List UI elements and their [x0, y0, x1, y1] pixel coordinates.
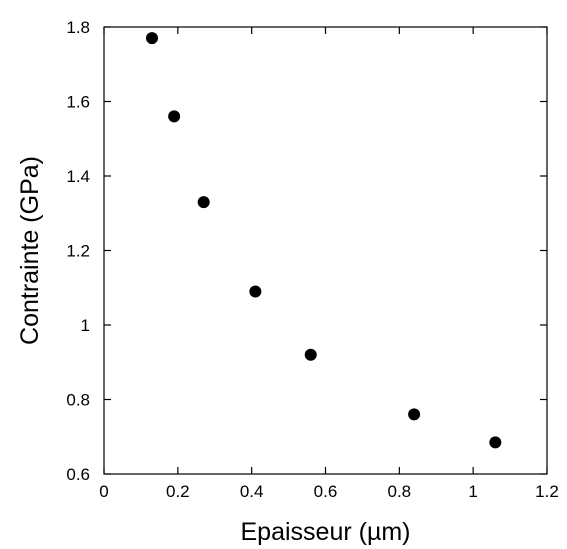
y-tick-label: 0.6: [66, 465, 90, 484]
y-tick-label: 1.4: [66, 167, 90, 186]
data-point: [304, 348, 317, 361]
y-tick-label: 1.2: [66, 242, 90, 261]
x-tick-label: 0.2: [166, 482, 190, 501]
data-point: [408, 408, 421, 421]
x-tick-label: 0.6: [314, 482, 338, 501]
data-point: [197, 196, 210, 209]
data-point: [249, 285, 262, 298]
y-axis-title: Contrainte (GPa): [16, 156, 44, 345]
x-tick-label: 0.4: [240, 482, 264, 501]
x-tick-label: 0: [99, 482, 108, 501]
y-tick-label: 1.8: [66, 18, 90, 37]
y-tick-label: 0.8: [66, 391, 90, 410]
x-tick-label: 1: [468, 482, 477, 501]
y-tick-label: 1: [81, 316, 90, 335]
x-tick-label: 1.2: [535, 482, 559, 501]
x-tick-label: 0.8: [388, 482, 412, 501]
y-axis-ticks: 0.6 0.8 1 1.2 1.4 1.6 1.8: [66, 18, 547, 484]
data-point: [489, 436, 502, 449]
data-point: [168, 110, 181, 123]
data-point: [145, 32, 158, 45]
y-tick-label: 1.6: [66, 93, 90, 112]
plot-frame: [103, 26, 548, 475]
x-axis-title: Epaisseur (µm): [241, 518, 411, 546]
x-axis-ticks: 0 0.2 0.4 0.6 0.8 1 1.2: [99, 27, 559, 501]
data-points: [145, 32, 502, 449]
